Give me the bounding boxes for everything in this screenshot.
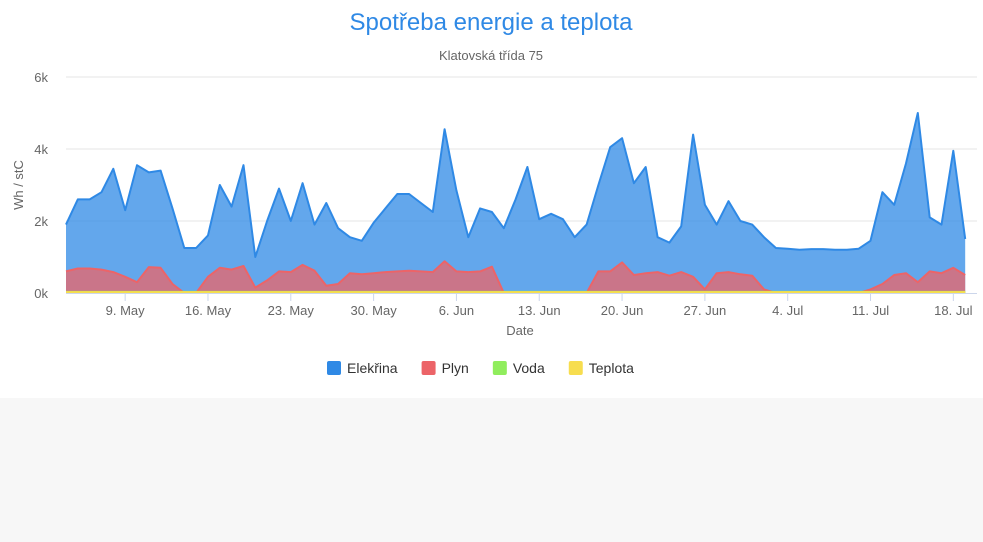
x-tick-label: 18. Jul — [934, 303, 972, 318]
series-1-area — [66, 113, 966, 293]
series-2-area — [66, 261, 966, 293]
series-1-line — [65, 112, 967, 258]
x-tick-label: 16. May — [185, 303, 232, 318]
y-axis-title: Wh / stC — [11, 160, 26, 210]
x-axis-title: Date — [506, 323, 533, 338]
x-tick-label: 30. May — [350, 303, 397, 318]
legend-swatch — [492, 361, 507, 375]
legend-swatch — [568, 361, 583, 375]
y-tick-label: 2k — [34, 214, 48, 229]
legend-swatch — [421, 361, 436, 375]
x-tick-label: 23. May — [268, 303, 315, 318]
legend: Elekřina Plyn Voda Teplota — [327, 360, 634, 376]
x-tick-label: 13. Jun — [518, 303, 561, 318]
series-areas — [65, 112, 967, 294]
y-tick-label: 4k — [34, 142, 48, 157]
chart-panel: Spotřeba energie a teplota Klatovská tří… — [11, 9, 977, 376]
x-tick-label: 4. Jul — [772, 303, 803, 318]
chart-title: Spotřeba energie a teplota — [350, 9, 634, 36]
x-tick-label: 6. Jun — [439, 303, 474, 318]
y-axis-ticks: 0k 2k 4k 6k — [34, 70, 48, 301]
legend-item-4[interactable]: Teplota — [568, 360, 634, 376]
legend-item-1[interactable]: Elekřina — [327, 360, 398, 376]
y-tick-label: 0k — [34, 286, 48, 301]
y-tick-label: 6k — [34, 70, 48, 85]
legend-label: Voda — [513, 360, 545, 376]
legend-swatch — [327, 361, 341, 375]
legend-label: Elekřina — [347, 360, 398, 376]
legend-label: Teplota — [589, 360, 634, 376]
legend-label: Plyn — [442, 360, 469, 376]
x-tick-label: 27. Jun — [684, 303, 727, 318]
chart-svg: Spotřeba energie a teplota Klatovská tří… — [11, 9, 977, 376]
legend-item-2[interactable]: Plyn — [421, 360, 469, 376]
chart-subtitle: Klatovská třída 75 — [439, 48, 543, 63]
x-tick-label: 9. May — [106, 303, 146, 318]
x-tick-label: 20. Jun — [601, 303, 644, 318]
legend-item-3[interactable]: Voda — [492, 360, 545, 376]
x-tick-label: 11. Jul — [852, 303, 889, 318]
x-axis: 9. May 16. May 23. May 30. May 6. Jun 13. Jun… — [66, 293, 977, 318]
